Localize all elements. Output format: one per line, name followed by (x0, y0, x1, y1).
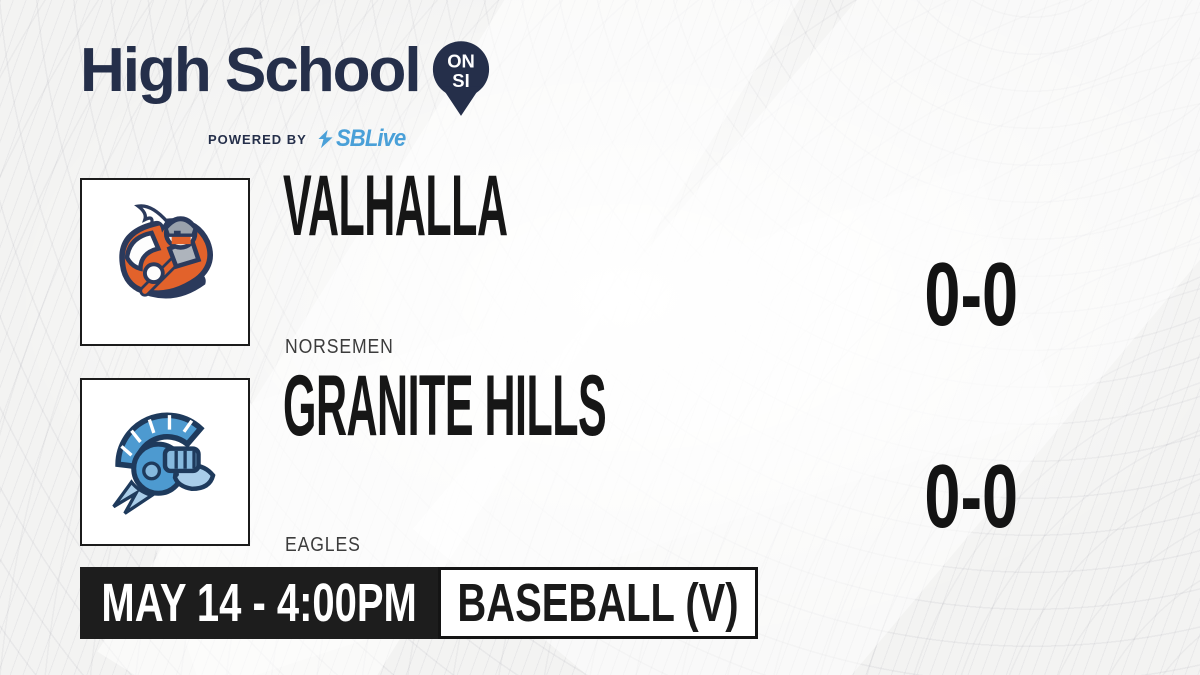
team-name: VALHALLA (283, 158, 508, 254)
brand-row: High School ON SI (80, 40, 492, 118)
eagle-knight-mascot-icon (112, 412, 216, 515)
viking-mascot-icon (119, 204, 213, 299)
pin-text-si: SI (452, 70, 469, 91)
team-name: GRANITE HILLS (283, 358, 607, 454)
brand-header: High School ON SI POWERED BY SBLive (80, 40, 492, 151)
team-mascot: EAGLES (285, 534, 361, 556)
powered-by-row: POWERED BY SBLive (208, 127, 492, 151)
date-time-text: MAY 14 - 4:00PM (101, 573, 417, 633)
high-school-wordmark: High School (80, 36, 422, 105)
pin-text-on: ON (447, 50, 475, 71)
on-si-pin-icon: ON SI (432, 41, 489, 116)
team-mascot: NORSEMEN (285, 336, 394, 358)
sblive-bolt-icon (318, 129, 333, 149)
team-record: 0-0 (924, 245, 1018, 345)
date-time-banner: MAY 14 - 4:00PM (80, 567, 438, 639)
sblive-logo: SBLive (316, 127, 411, 151)
team-logo-box (80, 178, 250, 346)
sport-text: BASEBALL (V) (457, 573, 739, 633)
powered-by-label: POWERED BY (208, 131, 307, 147)
sblive-wordmark: SBLive (335, 125, 406, 152)
sport-banner: BASEBALL (V) (438, 567, 758, 639)
team-record: 0-0 (924, 447, 1018, 547)
team-logo-box (80, 378, 250, 546)
